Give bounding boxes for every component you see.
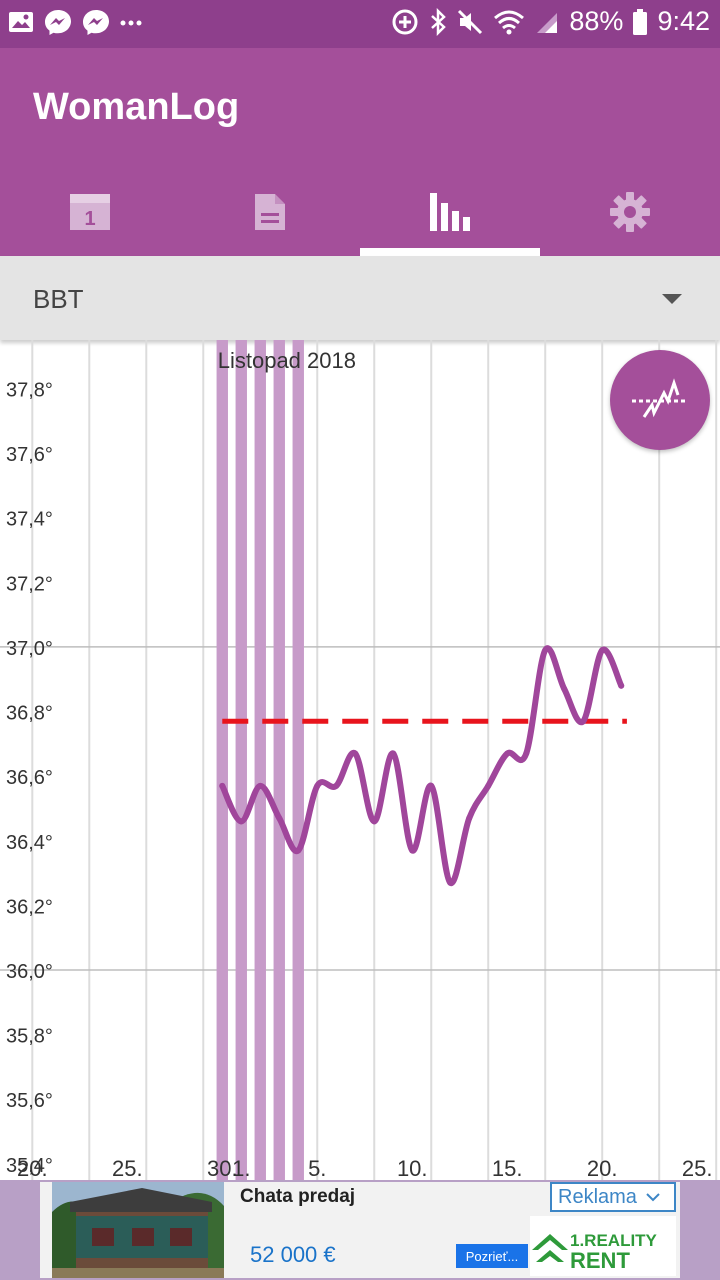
- chevron-down-icon: [646, 1193, 660, 1202]
- y-tick-label: 36,0°: [6, 961, 53, 983]
- temperature-point: [466, 815, 473, 822]
- temperature-point: [580, 718, 587, 725]
- x-tick-label: 20.: [17, 1156, 48, 1180]
- temperature-point: [276, 815, 283, 822]
- settings-icon: [610, 192, 650, 232]
- signal-icon: [535, 9, 559, 35]
- status-bar: 88% 9:42: [0, 0, 720, 48]
- reality-rent-logo: 1.REALITY RENT: [530, 1216, 676, 1276]
- ad-content[interactable]: Chata predaj 52 000 € Pozrieť... Reklama…: [40, 1182, 680, 1278]
- period-bar: [273, 340, 285, 1180]
- app-title: WomanLog: [33, 86, 240, 128]
- mute-icon: [457, 9, 483, 35]
- more-notifications-icon: [120, 18, 142, 26]
- period-bar: [216, 340, 228, 1180]
- period-bar: [254, 340, 266, 1180]
- x-tick-label: 15.: [492, 1156, 523, 1180]
- period-bar: [235, 340, 247, 1180]
- x-tick-label: 30.: [207, 1156, 238, 1180]
- battery-icon: [633, 8, 648, 35]
- ad-logo-line1: 1.REALITY: [570, 1231, 658, 1250]
- temperature-point: [333, 782, 340, 789]
- temperature-point: [409, 847, 416, 854]
- wifi-icon: [493, 9, 525, 35]
- ad-price: 52 000 €: [250, 1242, 336, 1267]
- y-tick-label: 35,6°: [6, 1090, 53, 1112]
- messenger-icon-2: [82, 8, 110, 36]
- temperature-point: [542, 647, 549, 654]
- x-tick-label: 5.: [308, 1156, 326, 1180]
- temperature-point: [485, 782, 492, 789]
- ad-banner[interactable]: Chata predaj 52 000 € Pozrieť... Reklama…: [0, 1180, 720, 1280]
- y-tick-label: 36,8°: [6, 703, 53, 725]
- calendar-day-number: 1: [84, 208, 95, 230]
- bbt-chart[interactable]: 37,8° 37,6° 37,4° 37,2° 37,0° 36,8° 36,6° 36,4°…: [0, 340, 720, 1180]
- ad-logo-line2: RENT: [570, 1248, 630, 1273]
- ad-title: Chata predaj: [240, 1186, 356, 1207]
- bluetooth-icon: [429, 7, 447, 36]
- y-tick-label: 35,8°: [6, 1026, 53, 1048]
- calendar-icon: 1: [70, 194, 110, 230]
- active-tab-indicator: [360, 248, 540, 256]
- y-tick-label: 37,0°: [6, 638, 53, 660]
- ad-label-text: Reklama: [558, 1185, 637, 1208]
- y-tick-label: 37,8°: [6, 379, 53, 401]
- gallery-notification-icon: [8, 11, 34, 33]
- temperature-point: [428, 782, 435, 789]
- temperature-point: [447, 879, 454, 886]
- temperature-point: [599, 647, 606, 654]
- messenger-icon: [44, 8, 72, 36]
- tab-charts[interactable]: [360, 168, 540, 256]
- tab-settings[interactable]: [540, 168, 720, 256]
- y-tick-label: 36,6°: [6, 767, 53, 789]
- y-tick-label: 37,6°: [6, 444, 53, 466]
- y-tick-label: 37,2°: [6, 573, 53, 595]
- x-tick-label: 25.: [112, 1156, 143, 1180]
- charts-icon: [430, 193, 470, 231]
- temperature-point: [257, 782, 264, 789]
- battery-percent: 88%: [569, 6, 624, 36]
- tab-calendar[interactable]: 1: [0, 168, 180, 256]
- dropdown-arrow-icon: [662, 294, 682, 304]
- chart-type-dropdown[interactable]: BBT: [0, 256, 720, 340]
- x-tick-label: 20.: [587, 1156, 618, 1180]
- temperature-point: [504, 750, 511, 757]
- x-tick-label: 1.: [232, 1156, 250, 1180]
- temperature-point: [219, 782, 226, 789]
- y-tick-label: 36,2°: [6, 896, 53, 918]
- data-saver-icon: [391, 8, 419, 36]
- chart-type-selected: BBT: [33, 284, 84, 314]
- tab-notes[interactable]: [180, 168, 360, 256]
- temperature-point: [371, 818, 378, 825]
- ad-house-photo: [52, 1182, 224, 1278]
- temperature-point: [390, 750, 397, 757]
- app-bar: WomanLog 1: [0, 48, 720, 256]
- period-bar: [292, 340, 304, 1180]
- clock: 9:42: [657, 6, 710, 36]
- x-tick-label: 25.: [682, 1156, 713, 1180]
- y-tick-label: 37,4°: [6, 509, 53, 531]
- temperature-point: [238, 818, 245, 825]
- temperature-point: [618, 682, 625, 689]
- temperature-point: [523, 750, 530, 757]
- temperature-point: [352, 750, 359, 757]
- y-tick-label: 36,4°: [6, 832, 53, 854]
- y-tick-label: 35,4°: [6, 1155, 53, 1177]
- coverline-toggle-button[interactable]: [610, 350, 710, 450]
- temperature-shift-icon: [632, 378, 688, 418]
- ad-choices-label[interactable]: Reklama: [550, 1182, 676, 1212]
- temperature-point: [295, 847, 302, 854]
- x-tick-label: 10.: [397, 1156, 428, 1180]
- notes-icon: [255, 194, 285, 230]
- temperature-point: [561, 685, 568, 692]
- ad-cta-button[interactable]: Pozrieť...: [456, 1244, 528, 1268]
- chart-title: Listopad 2018: [218, 348, 356, 373]
- temperature-point: [314, 782, 321, 789]
